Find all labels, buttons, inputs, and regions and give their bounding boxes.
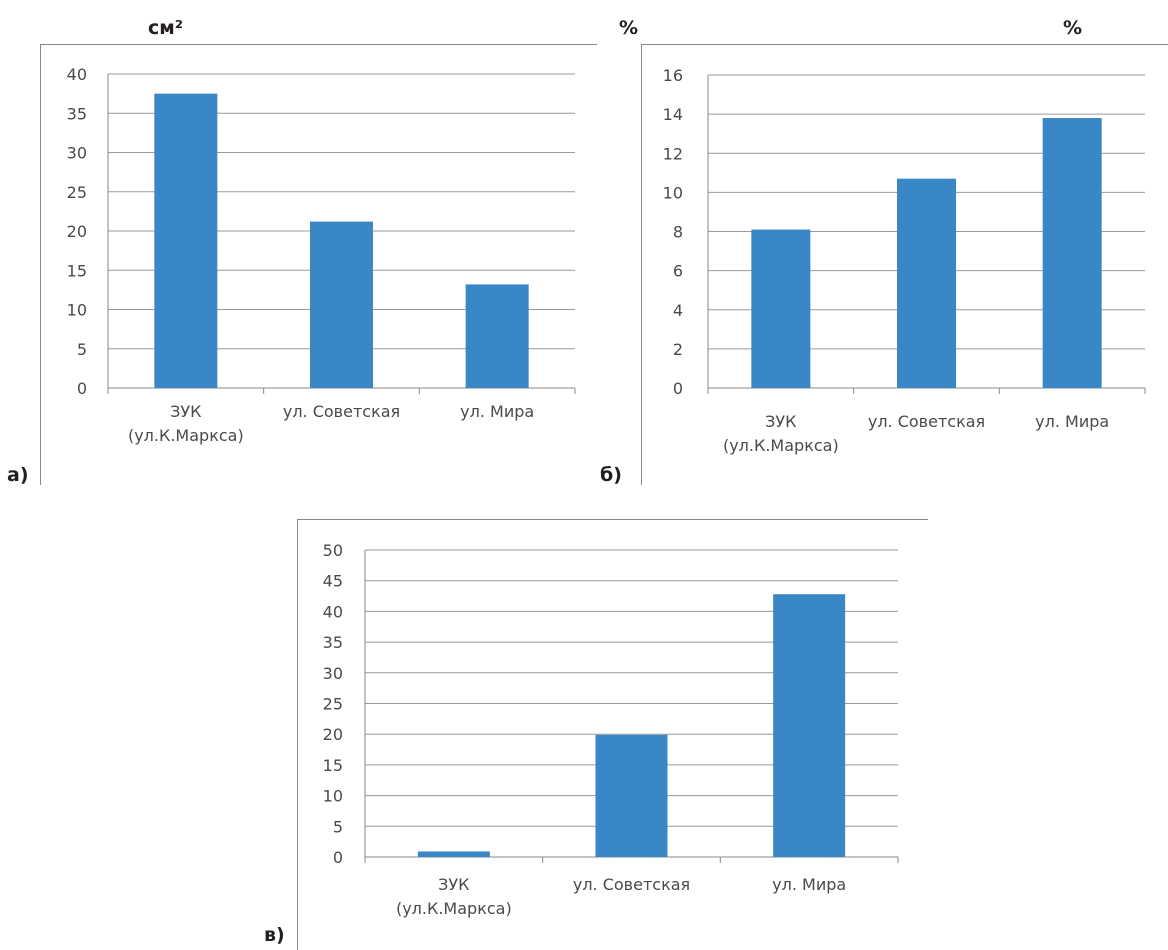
x-category-label: ул. Советская [283,402,400,421]
y-tick-label: 0 [333,848,343,867]
x-category-label: (ул.К.Маркса) [396,899,512,918]
y-tick-label: 20 [323,725,343,744]
y-tick-label: 30 [323,664,343,683]
bar [897,178,956,388]
y-tick-label: 20 [67,222,87,241]
y-tick-label: 12 [663,144,683,163]
chart-frame-c [297,519,928,950]
y-tick-label: 35 [323,633,343,652]
bar [595,734,668,857]
unit-label-b-left: % [619,17,639,39]
y-tick-label: 4 [673,301,683,320]
x-category-label: ул. Мира [1035,412,1109,431]
y-tick-label: 6 [673,262,683,281]
y-tick-label: 25 [67,183,87,202]
y-tick-label: 0 [673,379,683,398]
y-tick-label: 10 [323,787,343,806]
bar [310,221,373,388]
y-tick-label: 40 [67,65,87,84]
y-tick-label: 40 [323,602,343,621]
y-tick-label: 10 [67,301,87,320]
bar [417,851,490,857]
x-category-label: ул. Мира [460,402,534,421]
y-tick-label: 45 [323,572,343,591]
x-category-label: (ул.К.Маркса) [723,436,839,455]
chart-frame-a [40,44,597,485]
bar [1042,118,1102,388]
bar [751,229,811,388]
bar [154,93,218,388]
x-category-label: ул. Мира [772,875,846,894]
y-tick-label: 5 [333,817,343,836]
y-tick-label: 30 [67,144,87,163]
y-tick-label: 8 [673,223,683,242]
y-tick-label: 10 [663,183,683,202]
y-tick-label: 5 [77,340,87,359]
x-category-label: ЗУК [765,412,797,431]
unit-label-b-right: % [1063,17,1083,39]
x-category-label: ЗУК [438,875,470,894]
x-category-label: ЗУК [170,402,202,421]
x-category-label: ул. Советская [868,412,985,431]
panel-letter-b: б) [600,464,622,486]
x-category-label: ул. Советская [573,875,690,894]
y-tick-label: 15 [323,756,343,775]
y-tick-label: 2 [673,340,683,359]
y-tick-label: 14 [663,105,683,124]
y-tick-label: 50 [323,541,343,560]
chart-frame-b [641,44,1168,485]
x-category-label: (ул.К.Маркса) [128,426,244,445]
y-tick-label: 35 [67,104,87,123]
unit-label-a: см² [148,17,184,39]
y-tick-label: 15 [67,261,87,280]
bar [773,594,846,857]
y-tick-label: 16 [663,66,683,85]
panel-letter-c: в) [264,924,285,946]
y-tick-label: 25 [323,695,343,714]
y-tick-label: 0 [77,379,87,398]
bar [465,284,529,388]
panel-letter-a: а) [7,464,29,486]
